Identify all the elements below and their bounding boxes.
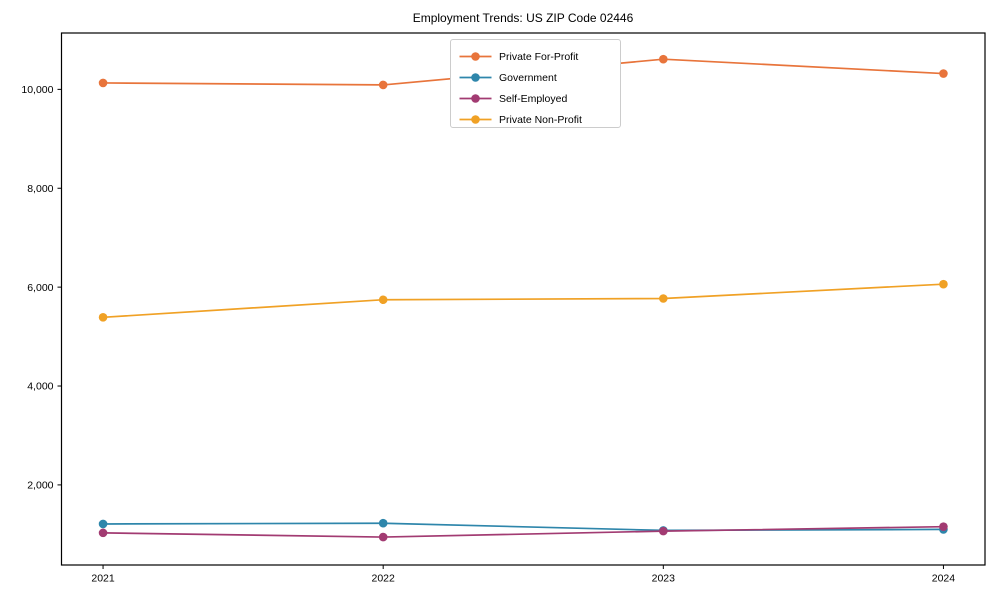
y-tick-label: 10,000 <box>21 84 53 96</box>
series-group <box>98 54 948 542</box>
y-tick-label: 6,000 <box>27 282 53 294</box>
y-tick-label: 8,000 <box>27 183 53 195</box>
data-point-private-non-profit-2023 <box>659 294 668 303</box>
data-point-private-for-profit-2021 <box>98 78 108 88</box>
series-line-private-non-profit <box>102 283 945 319</box>
legend-swatch-marker-private-non-profit <box>471 115 480 124</box>
legend-box <box>450 39 621 128</box>
x-tick-label: 2023 <box>652 573 676 585</box>
y-tick-label: 4,000 <box>27 381 53 393</box>
data-point-private-for-profit-2024 <box>939 69 948 78</box>
series-line-self-employed <box>102 525 945 538</box>
legend-item-label-private-for-profit: Private For-Profit <box>499 51 578 63</box>
data-point-self-employed-2024 <box>939 522 948 531</box>
data-point-private-non-profit-2024 <box>939 279 948 289</box>
legend-swatch-marker-self-employed <box>471 94 480 103</box>
series-line-government <box>102 522 945 532</box>
legend-swatch-marker-private-for-profit <box>471 52 480 61</box>
legend: Private For-Profit Government Self-Employe… <box>450 39 621 128</box>
data-point-private-for-profit-2022 <box>378 80 388 90</box>
y-axis: 2,000 4,000 6,000 8,000 10,000 <box>21 84 62 492</box>
x-tick-label: 2021 <box>91 573 115 585</box>
data-point-government-2021 <box>98 519 108 529</box>
legend-item-label-private-non-profit: Private Non-Profit <box>499 114 582 126</box>
y-tick-label: 2,000 <box>27 480 53 492</box>
chart-title: Employment Trends: US ZIP Code 02446 <box>413 11 634 25</box>
legend-swatch-marker-government <box>471 73 480 82</box>
plot-border <box>60 32 986 566</box>
data-point-private-non-profit-2021 <box>98 312 108 322</box>
data-point-private-for-profit-2023 <box>659 54 668 64</box>
data-point-government-2022 <box>378 518 388 528</box>
data-point-self-employed-2023 <box>659 526 668 536</box>
legend-item-label-self-employed: Self-Employed <box>499 93 567 105</box>
data-point-private-non-profit-2022 <box>378 295 388 305</box>
x-tick-label: 2024 <box>932 573 956 585</box>
x-axis: 2021 2022 2023 2024 <box>91 565 955 585</box>
x-tick-label: 2022 <box>372 573 396 585</box>
data-point-self-employed-2022 <box>378 532 388 542</box>
legend-item-label-government: Government <box>499 72 557 84</box>
data-point-self-employed-2021 <box>98 528 108 538</box>
